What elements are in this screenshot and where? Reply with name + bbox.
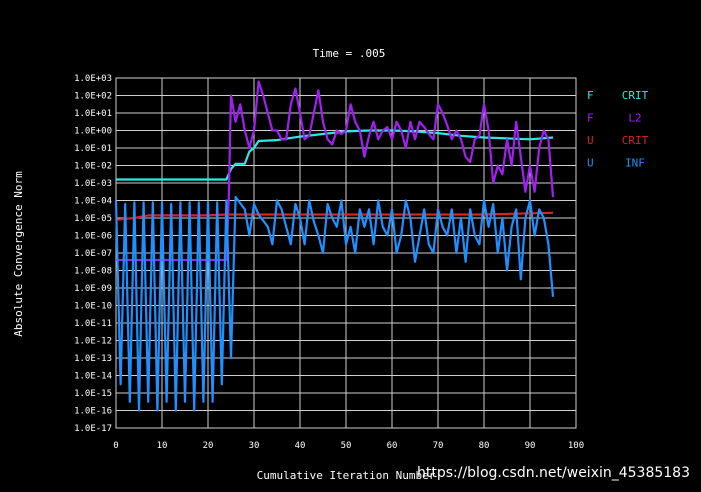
x-tick-label: 50 — [341, 441, 352, 451]
y-axis-label: Absolute Convergence Norm — [12, 171, 25, 337]
y-tick-label: 1.0E-06 — [74, 232, 112, 242]
y-tick-label: 1.0E+02 — [74, 92, 112, 102]
x-axis-label: Cumulative Iteration Number — [257, 469, 436, 482]
x-tick-label: 40 — [295, 441, 306, 451]
legend-label-type: INF — [625, 157, 645, 170]
y-tick-label: 1.0E-08 — [74, 267, 112, 277]
y-tick-label: 1.0E-17 — [74, 424, 112, 434]
legend: F CRIT F L2 U CRIT U INF — [587, 89, 649, 170]
y-tick-label: 1.0E-12 — [74, 337, 112, 347]
x-tick-label: 90 — [525, 441, 536, 451]
y-tick-label: 1.0E-01 — [74, 144, 112, 154]
legend-label-type: CRIT — [622, 134, 649, 147]
y-tick-label: 1.0E+01 — [74, 109, 112, 119]
series-line-1 — [116, 80, 555, 262]
y-tick-label: 1.0E-07 — [74, 249, 112, 259]
x-tick-label: 20 — [203, 441, 214, 451]
y-tick-label: 1.0E-10 — [74, 302, 112, 312]
y-tick-label: 1.0E-03 — [74, 179, 112, 189]
series-lines — [114, 80, 555, 412]
y-tick-label: 1.0E-15 — [74, 389, 112, 399]
legend-label-var: F — [587, 89, 594, 102]
series-line-3 — [114, 195, 555, 412]
chart-title: Time = .005 — [313, 47, 386, 60]
y-tick-label: 1.0E-02 — [74, 162, 112, 172]
watermark: https://blog.csdn.net/weixin_45385183 — [417, 465, 690, 481]
x-tick-label: 70 — [433, 441, 444, 451]
legend-label-var: U — [587, 134, 594, 147]
grid — [115, 77, 577, 429]
x-tick-label: 30 — [249, 441, 260, 451]
x-tick-label: 0 — [113, 441, 118, 451]
x-tick-label: 10 — [157, 441, 168, 451]
x-tick-label: 80 — [479, 441, 490, 451]
y-tick-labels: 1.0E+03 1.0E+02 1.0E+01 1.0E+00 1.0E-01 1.0E-… — [74, 74, 112, 434]
legend-label-type: CRIT — [622, 89, 649, 102]
y-tick-label: 1.0E-11 — [74, 319, 112, 329]
legend-label-var: F — [587, 112, 594, 125]
y-tick-label: 1.0E-13 — [74, 354, 112, 364]
legend-label-type: L2 — [628, 112, 641, 125]
y-tick-label: 1.0E-14 — [74, 372, 112, 382]
y-tick-label: 1.0E-05 — [74, 214, 112, 224]
y-tick-label: 1.0E-09 — [74, 284, 112, 294]
y-tick-label: 1.0E-04 — [74, 197, 112, 207]
x-tick-label: 100 — [568, 441, 584, 451]
legend-label-var: U — [587, 157, 594, 170]
y-tick-label: 1.0E-16 — [74, 407, 112, 417]
x-tick-label: 60 — [387, 441, 398, 451]
y-tick-label: 1.0E+00 — [74, 127, 112, 137]
y-tick-label: 1.0E+03 — [74, 74, 112, 84]
x-tick-labels: 0 10 20 30 40 50 60 70 80 90 100 — [113, 441, 584, 451]
